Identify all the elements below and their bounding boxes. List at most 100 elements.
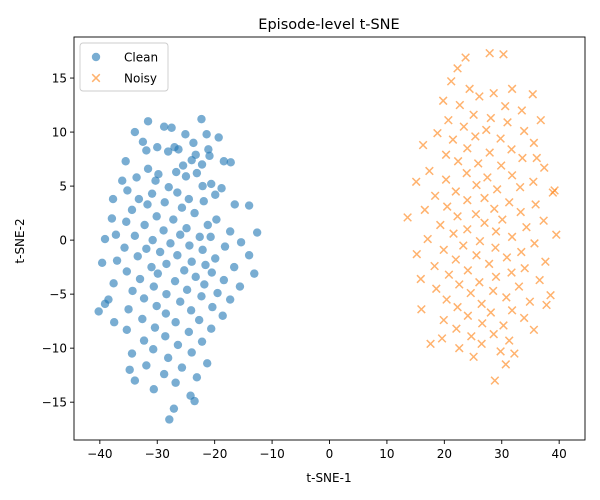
data-point bbox=[532, 153, 542, 163]
data-point bbox=[550, 186, 559, 195]
data-point bbox=[150, 323, 160, 332]
legend-marker-clean bbox=[91, 52, 101, 62]
data-point bbox=[453, 302, 462, 312]
data-point bbox=[477, 299, 486, 309]
data-point bbox=[152, 212, 161, 221]
data-point bbox=[151, 176, 160, 185]
data-point bbox=[435, 220, 445, 230]
data-point bbox=[454, 280, 464, 289]
data-point bbox=[430, 261, 439, 271]
data-point bbox=[225, 227, 235, 236]
data-point bbox=[418, 140, 428, 150]
data-point bbox=[531, 200, 540, 209]
data-point bbox=[203, 359, 212, 368]
data-point bbox=[461, 53, 470, 62]
data-point bbox=[195, 232, 204, 242]
data-point bbox=[225, 295, 235, 304]
data-point bbox=[475, 92, 484, 101]
y-tick-label: −10 bbox=[42, 342, 67, 356]
data-point bbox=[191, 272, 200, 282]
data-point bbox=[109, 279, 118, 288]
data-point bbox=[176, 297, 185, 306]
data-point bbox=[94, 307, 103, 316]
data-point bbox=[154, 170, 163, 179]
data-point bbox=[485, 48, 495, 58]
data-point bbox=[181, 130, 190, 139]
data-point bbox=[125, 365, 134, 374]
series-clean bbox=[94, 114, 262, 424]
data-point bbox=[503, 118, 512, 127]
data-point bbox=[463, 311, 473, 321]
data-point bbox=[530, 239, 539, 248]
data-point bbox=[466, 331, 476, 341]
data-point bbox=[518, 153, 527, 163]
data-point bbox=[475, 236, 485, 246]
data-point bbox=[184, 194, 194, 204]
data-point bbox=[403, 213, 412, 222]
x-tick-label: 30 bbox=[494, 447, 509, 461]
data-point bbox=[416, 274, 426, 284]
data-point bbox=[143, 200, 152, 209]
data-point bbox=[412, 249, 422, 259]
data-point bbox=[170, 276, 180, 286]
data-point bbox=[411, 177, 421, 187]
data-point bbox=[546, 290, 555, 300]
data-point bbox=[182, 224, 191, 233]
data-point bbox=[107, 214, 117, 223]
data-point bbox=[142, 146, 151, 155]
data-point bbox=[206, 232, 215, 242]
data-point bbox=[226, 158, 235, 167]
data-point bbox=[446, 76, 456, 86]
data-point bbox=[130, 376, 140, 385]
data-point bbox=[149, 345, 158, 354]
data-point bbox=[551, 230, 561, 240]
data-point bbox=[130, 231, 140, 240]
data-point bbox=[120, 243, 129, 252]
data-point bbox=[472, 180, 481, 190]
data-point bbox=[122, 217, 131, 226]
data-point bbox=[471, 209, 481, 219]
data-point bbox=[535, 275, 544, 285]
data-point bbox=[477, 339, 486, 349]
data-point bbox=[442, 202, 452, 211]
data-point bbox=[502, 253, 512, 262]
data-point bbox=[507, 170, 517, 180]
data-point bbox=[187, 257, 196, 266]
y-axis-label: t-SNE-2 bbox=[13, 218, 27, 263]
data-point bbox=[500, 101, 510, 111]
data-point bbox=[139, 294, 149, 303]
data-point bbox=[439, 245, 449, 255]
data-point bbox=[452, 324, 461, 334]
data-point bbox=[489, 204, 499, 214]
data-point bbox=[127, 349, 137, 358]
data-point bbox=[475, 277, 484, 287]
data-point bbox=[469, 352, 478, 362]
data-point bbox=[517, 106, 527, 115]
data-point bbox=[472, 250, 481, 260]
data-point bbox=[155, 247, 165, 257]
data-point bbox=[491, 227, 501, 236]
data-point bbox=[444, 115, 453, 125]
data-point bbox=[244, 251, 254, 260]
data-point bbox=[473, 159, 483, 168]
data-point bbox=[486, 308, 496, 317]
data-point bbox=[462, 168, 472, 178]
data-point bbox=[134, 194, 144, 204]
y-tick-label: 0 bbox=[59, 234, 67, 248]
data-point bbox=[161, 309, 171, 318]
data-point bbox=[465, 84, 474, 94]
x-tick-label: −40 bbox=[87, 447, 112, 461]
data-point bbox=[148, 235, 157, 245]
legend: Clean Noisy bbox=[79, 42, 169, 92]
data-point bbox=[192, 373, 202, 382]
data-point bbox=[520, 263, 530, 273]
data-point bbox=[539, 216, 548, 226]
data-point bbox=[515, 182, 525, 192]
data-point bbox=[197, 114, 206, 124]
data-point bbox=[162, 289, 171, 299]
data-point bbox=[190, 396, 199, 406]
data-point bbox=[439, 315, 449, 325]
data-point bbox=[451, 255, 461, 264]
data-point bbox=[490, 376, 500, 385]
data-point bbox=[491, 272, 501, 282]
